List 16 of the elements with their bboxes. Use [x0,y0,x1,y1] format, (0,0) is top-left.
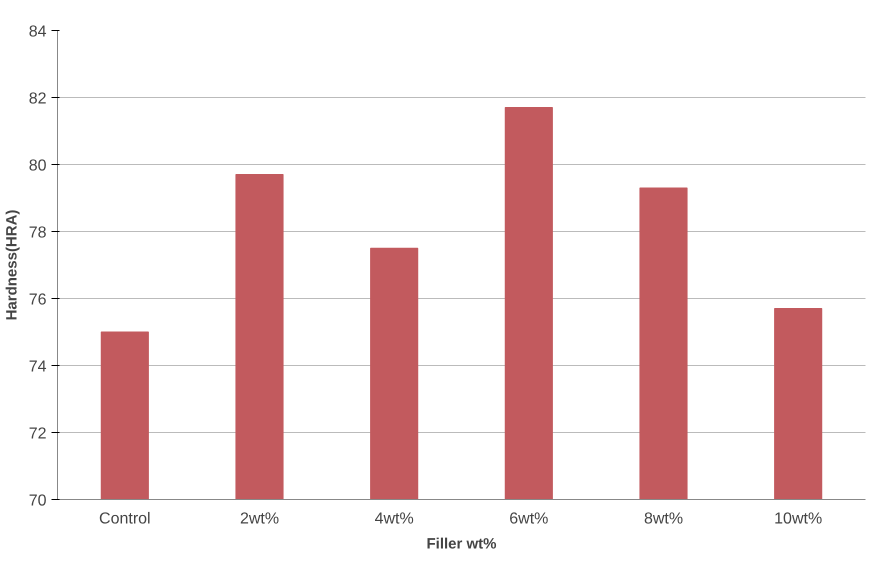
y-axis-title: Hardness(HRA) [4,210,21,320]
y-tick-label: 76 [28,292,47,308]
y-tick-label: 72 [28,426,47,442]
x-tick-label: 6wt% [509,510,548,528]
x-tick-label: 4wt% [374,510,414,528]
y-tick-label: 70 [28,492,47,510]
y-tick-label: 80 [28,158,47,174]
x-tick-label: 2wt% [240,510,280,528]
x-tick-label: 10wt% [774,510,822,528]
x-axis-title: Filler wt% [426,536,497,552]
x-tick-label: 8wt% [644,510,684,528]
x-tick-label: Control [99,510,151,528]
y-tick-label: 74 [28,358,47,376]
y-tick-label: 78 [28,224,47,242]
y-tick-label: 82 [28,90,47,108]
y-tick-label: 84 [28,24,47,40]
